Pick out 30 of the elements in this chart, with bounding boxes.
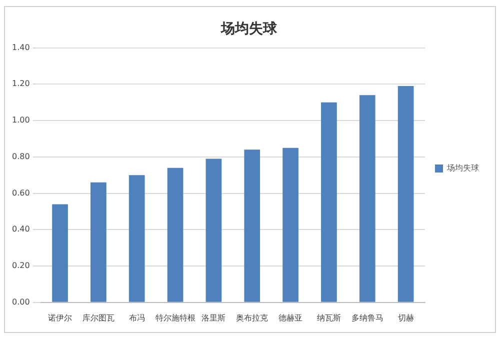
x-tick-label: 德赫亚 xyxy=(278,313,303,322)
bar xyxy=(398,86,414,302)
legend-label: 场均失球 xyxy=(446,164,479,173)
y-tick-label: 1.20 xyxy=(12,79,30,88)
bar xyxy=(52,204,68,302)
y-tick-label: 1.40 xyxy=(12,42,30,52)
x-tick-label: 布冯 xyxy=(128,313,145,322)
x-tick-label: 特尔施特根 xyxy=(155,313,196,322)
x-tick-label: 奥布拉克 xyxy=(236,313,268,322)
y-tick-label: 0.20 xyxy=(12,261,30,270)
y-tick-label: 0.40 xyxy=(12,224,30,234)
bar xyxy=(206,158,222,302)
y-tick-label: 0.60 xyxy=(12,188,30,198)
y-tick-label: 0.80 xyxy=(12,152,30,161)
chart-title: 场均失球 xyxy=(220,21,278,38)
bar xyxy=(282,148,298,302)
bar xyxy=(167,168,184,302)
bar xyxy=(321,102,337,302)
x-tick-label: 库尔图瓦 xyxy=(82,313,114,322)
bar xyxy=(244,150,260,302)
x-tick-label: 多纳鲁马 xyxy=(351,313,384,322)
y-tick-label: 1.00 xyxy=(12,116,30,125)
x-tick-label: 切赫 xyxy=(398,313,414,322)
y-tick-label: 0.00 xyxy=(12,297,30,306)
bar xyxy=(90,182,106,302)
x-tick-label: 洛里斯 xyxy=(202,313,226,322)
x-tick-label: 诺伊尔 xyxy=(48,313,72,322)
bar xyxy=(128,175,145,302)
x-tick-label: 纳瓦斯 xyxy=(316,313,341,322)
bar xyxy=(359,95,376,302)
